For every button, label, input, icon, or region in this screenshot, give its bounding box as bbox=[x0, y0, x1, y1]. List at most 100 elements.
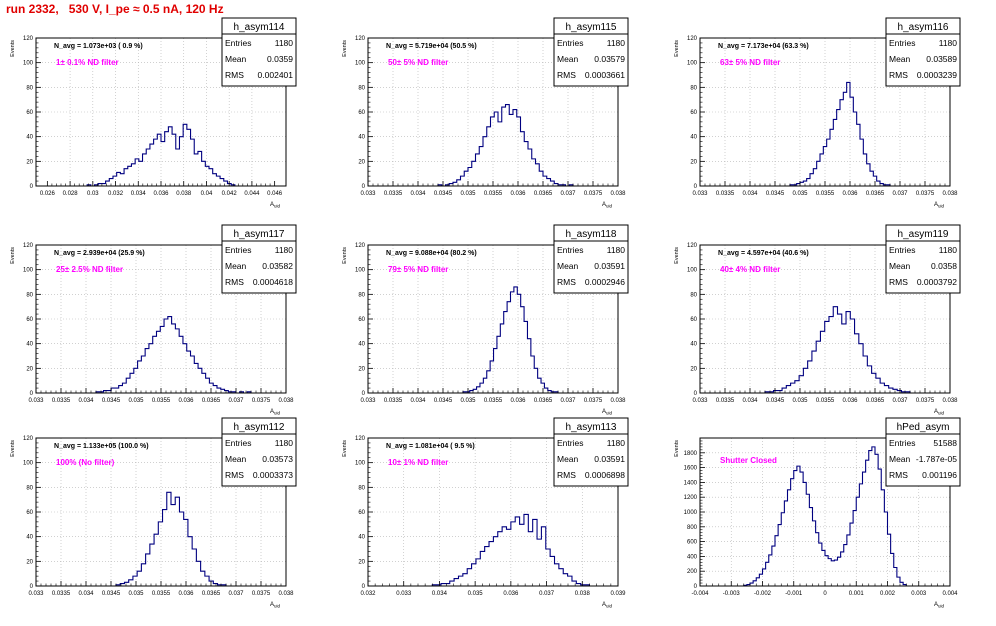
stats-label: Mean bbox=[557, 454, 579, 464]
x-tick-label: 0.034 bbox=[410, 398, 426, 404]
stats-value: 1180 bbox=[607, 38, 626, 48]
n-avg-label: N_avg = 2.939e+04 (25.9 %) bbox=[54, 250, 145, 257]
histogram-bin bbox=[476, 559, 480, 586]
histogram-name: h_asym114 bbox=[234, 22, 285, 33]
y-tick-label: 20 bbox=[690, 159, 697, 165]
histogram-bin bbox=[217, 388, 221, 393]
histogram-bin bbox=[524, 514, 528, 586]
histogram-bin bbox=[875, 454, 878, 586]
filter-annotation: Shutter Closed bbox=[720, 456, 777, 465]
x-axis: 0.033 0.0335 0.034 0.0345 0.035 0.0355 0.036 0.… bbox=[692, 181, 958, 197]
x-tick-label: 0.0335 bbox=[384, 398, 403, 404]
histogram-bin bbox=[842, 324, 846, 393]
x-tick-label: 0.036 bbox=[178, 398, 194, 404]
stats-label: RMS bbox=[889, 470, 908, 480]
y-tick-label: 20 bbox=[690, 366, 697, 372]
y-tick-label: 40 bbox=[358, 135, 365, 141]
stats-value: 0.0003792 bbox=[917, 277, 957, 287]
y-tick-label: 20 bbox=[358, 366, 365, 372]
x-tick-label: 0.0375 bbox=[252, 398, 271, 404]
y-tick-label: 0 bbox=[694, 184, 698, 190]
y-axis: 0 20 40 60 80 100 120 bbox=[687, 243, 705, 397]
y-axis: 0 20 40 60 80 100 120 bbox=[23, 243, 41, 397]
histogram-bin bbox=[572, 581, 576, 586]
stats-box bbox=[885, 17, 961, 87]
stats-label: Entries bbox=[225, 245, 251, 255]
x-tick-label: 0.035 bbox=[792, 398, 808, 404]
x-axis-title-subscript: uid bbox=[606, 411, 613, 416]
stats-label: RMS bbox=[225, 70, 244, 80]
stats-value: 0.03591 bbox=[594, 454, 625, 464]
x-tick-label: 0.002 bbox=[880, 591, 896, 597]
x-tick-label: 0.0335 bbox=[384, 191, 403, 197]
histogram-panel-h-asym115: 0.033 0.0335 0.034 0.0345 0.035 0.0355 0.036 0.… bbox=[332, 14, 664, 221]
histogram-bin bbox=[506, 529, 510, 586]
stats-box bbox=[885, 417, 961, 487]
histogram-bin bbox=[513, 110, 517, 186]
y-tick-label: 20 bbox=[26, 366, 33, 372]
n-avg-label: N_avg = 1.073e+03 ( 0.9 %) bbox=[54, 43, 143, 50]
histogram-bin bbox=[124, 582, 128, 586]
y-tick-label: 40 bbox=[690, 135, 697, 141]
y-axis: 0 200 400 600 800 1000 1200 1400 1600 1800 bbox=[684, 440, 705, 590]
histogram-bin bbox=[120, 174, 124, 186]
histogram-bin bbox=[791, 479, 794, 586]
x-tick-label: 0.0365 bbox=[202, 398, 221, 404]
histogram-bin bbox=[146, 554, 150, 586]
stats-label: Entries bbox=[557, 245, 583, 255]
x-tick-label: 0.038 bbox=[942, 191, 958, 197]
x-tick-label: 0.039 bbox=[610, 591, 626, 597]
y-tick-label: 100 bbox=[23, 461, 34, 467]
histogram-bin bbox=[846, 312, 850, 393]
histogram-bin bbox=[205, 576, 209, 586]
stats-box bbox=[221, 17, 297, 87]
filter-annotation: 79± 5% ND filter bbox=[388, 265, 448, 274]
x-tick-label: 0.035 bbox=[128, 591, 144, 597]
histogram-bin bbox=[539, 171, 543, 186]
x-axis-title-subscript: uid bbox=[938, 204, 945, 209]
histogram-svg: -0.004 -0.003 -0.002 -0.001 0 0.001 0.002 0.003… bbox=[674, 417, 961, 609]
x-axis: 0.032 0.033 0.034 0.035 0.036 0.037 0.038 0.039 bbox=[360, 581, 626, 597]
y-tick-label: 60 bbox=[358, 317, 365, 323]
x-axis-title: Auid bbox=[934, 409, 945, 416]
stats-box bbox=[221, 224, 297, 294]
x-axis: -0.004 -0.003 -0.002 -0.001 0 0.001 0.002 0.003… bbox=[691, 581, 958, 597]
histogram-outline bbox=[431, 513, 590, 586]
histogram-bin bbox=[867, 366, 871, 393]
stats-label: Entries bbox=[889, 438, 915, 448]
histogram-outline bbox=[462, 286, 559, 393]
histogram-outline bbox=[86, 123, 236, 187]
x-axis-title: Auid bbox=[602, 602, 613, 609]
histogram-bins bbox=[116, 492, 226, 586]
x-tick-label: -0.002 bbox=[754, 591, 772, 597]
histogram-bin bbox=[150, 544, 154, 586]
y-tick-label: 0 bbox=[362, 584, 366, 590]
histogram-bin bbox=[502, 107, 506, 186]
y-tick-label: 800 bbox=[687, 525, 698, 531]
x-tick-label: 0.036 bbox=[178, 591, 194, 597]
x-tick-label: 0.033 bbox=[692, 191, 708, 197]
histogram-bin bbox=[880, 383, 884, 393]
x-tick-label: 0.03 bbox=[87, 191, 99, 197]
histogram-bin bbox=[855, 334, 859, 393]
x-tick-label: 0.0335 bbox=[52, 591, 71, 597]
histogram-bin bbox=[532, 159, 536, 186]
histogram-bin bbox=[803, 368, 807, 393]
x-tick-label: 0.0345 bbox=[102, 398, 121, 404]
histogram-panel-h-asym119: 0.033 0.0335 0.034 0.0345 0.035 0.0355 0.036 0.… bbox=[664, 221, 996, 428]
x-tick-label: 0.0375 bbox=[252, 591, 271, 597]
histogram-bin bbox=[555, 564, 559, 586]
x-tick-label: 0.038 bbox=[942, 398, 958, 404]
n-avg-label: N_avg = 7.173e+04 (63.3 %) bbox=[718, 43, 809, 50]
x-tick-label: 0.0335 bbox=[716, 398, 735, 404]
histogram-outline bbox=[115, 491, 227, 586]
histogram-bin bbox=[198, 368, 202, 393]
histogram-bin bbox=[829, 317, 833, 393]
stats-label: Entries bbox=[557, 38, 583, 48]
x-tick-label: 0.036 bbox=[503, 591, 519, 597]
histogram-bin bbox=[847, 82, 850, 186]
y-tick-label: 120 bbox=[355, 36, 366, 42]
y-tick-label: 120 bbox=[687, 243, 698, 249]
histogram-bin bbox=[213, 386, 217, 393]
y-tick-label: 1600 bbox=[684, 466, 698, 472]
